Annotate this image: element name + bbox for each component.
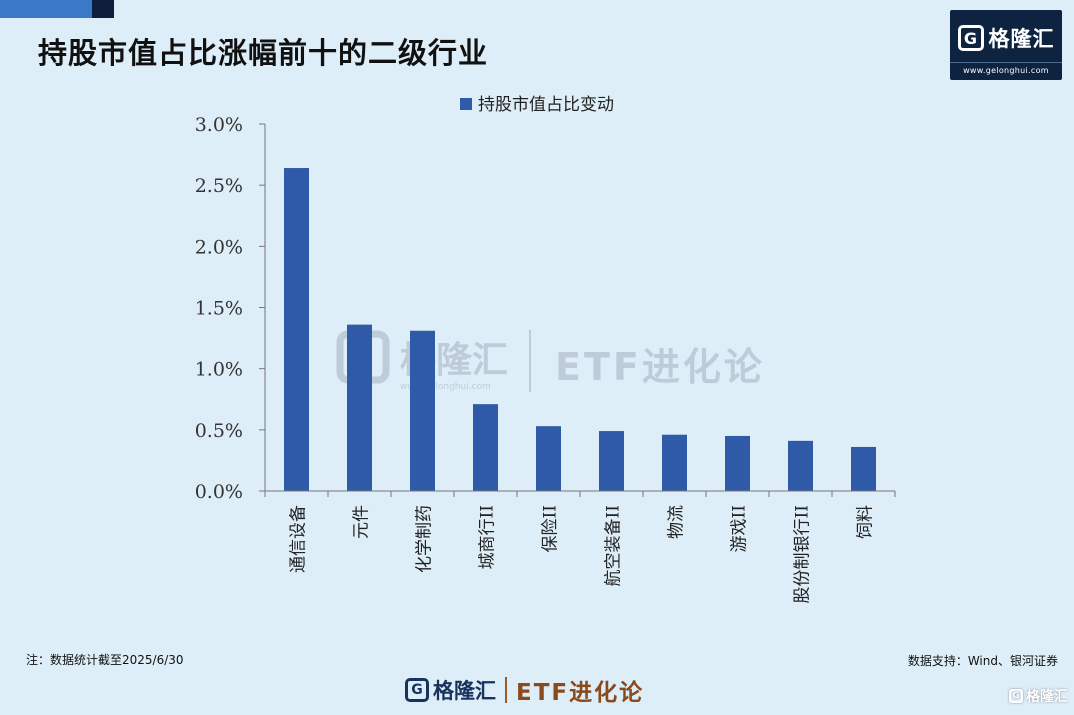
corner-accent-blue	[0, 0, 92, 18]
y-tick-label: 1.5%	[195, 298, 243, 320]
y-tick-label: 0.0%	[195, 481, 243, 503]
brand-g-icon: G	[957, 25, 984, 51]
bottom-logo-name: 格隆汇	[433, 679, 496, 703]
y-tick-label: 3.0%	[195, 114, 243, 136]
corner-badge-name: 格隆汇	[1026, 689, 1068, 705]
bar	[473, 404, 498, 491]
x-tick-label: 通信设备	[289, 505, 309, 573]
bottom-logo-divider	[505, 677, 507, 703]
bar	[851, 446, 876, 491]
y-tick-label: 2.0%	[195, 236, 243, 258]
bottom-logo: G 格隆汇 ETF进化论	[405, 673, 644, 707]
x-axis: 通信设备 元件 化学制药 城商行II 保险II 航空装备II 物流 游戏II 股份制银行II 饲料	[264, 490, 896, 603]
x-tick-label: 游戏II	[730, 505, 750, 552]
bar	[536, 426, 561, 491]
x-tick-label: 化学制药	[415, 505, 435, 573]
data-source: 数据支持：Wind、银河证券	[907, 654, 1058, 668]
bar	[284, 168, 309, 492]
bar	[788, 440, 813, 491]
x-tick-label: 元件	[352, 505, 372, 539]
x-tick-label: 航空装备II	[604, 505, 624, 586]
brand-logo: G 格隆汇 www.gelonghui.com	[950, 10, 1062, 80]
bar	[662, 434, 687, 491]
y-tick-label: 2.5%	[195, 175, 243, 197]
footnote: 注：数据统计截至2025/6/30	[26, 653, 184, 667]
page-title: 持股市值占比涨幅前十的二级行业	[38, 36, 489, 70]
brand-name: 格隆汇	[988, 27, 1055, 51]
corner-badge-g-icon: G	[1009, 689, 1023, 703]
corner-badge: G 格隆汇	[1009, 686, 1068, 706]
corner-accent-navy	[92, 0, 114, 18]
y-tick-label: 0.5%	[195, 420, 243, 442]
y-tick-label: 1.0%	[195, 359, 243, 381]
watermark: 格隆汇 www.gelonghui.com ETF进化论	[336, 330, 765, 392]
x-tick-label: 饲料	[856, 505, 876, 539]
brand-url: www.gelonghui.com	[963, 66, 1049, 75]
y-axis: 0.0% 0.5% 1.0% 1.5% 2.0% 2.5% 3.0%	[195, 114, 266, 503]
bar	[410, 330, 435, 491]
x-tick-label: 股份制银行II	[793, 505, 813, 603]
bar	[725, 435, 750, 491]
x-tick-label: 物流	[667, 505, 687, 539]
x-tick-label: 保险II	[541, 505, 561, 552]
x-tick-label: 城商行II	[478, 505, 498, 569]
watermark-url: www.gelonghui.com	[400, 382, 491, 392]
brand-divider	[950, 62, 1062, 63]
watermark-etf: ETF进化论	[555, 345, 765, 389]
bar	[347, 324, 372, 491]
bottom-logo-etf: ETF进化论	[516, 680, 645, 706]
legend-swatch	[460, 98, 472, 110]
chart-legend: 持股市值占比变动	[460, 95, 614, 115]
bar	[599, 431, 624, 491]
bar-series	[284, 168, 876, 492]
bottom-g-icon: G	[405, 678, 429, 702]
legend-label: 持股市值占比变动	[478, 95, 614, 115]
